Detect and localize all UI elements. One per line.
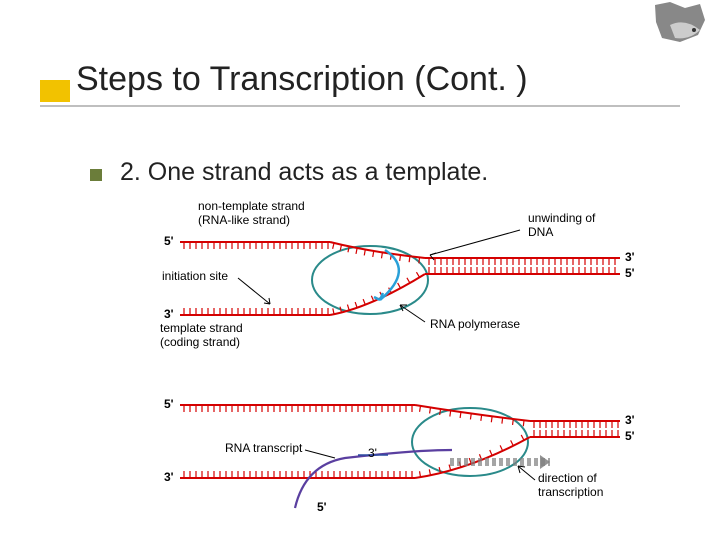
bullet-text: 2. One strand acts as a template. (120, 158, 488, 187)
end-3p-rna: 3' (368, 446, 377, 460)
label-direction: direction of transcription (538, 472, 603, 500)
end-5p-top-right: 5' (625, 266, 635, 280)
end-5p-bot-tl: 5' (164, 397, 174, 411)
end-5p-rna-bottom: 5' (317, 500, 327, 514)
transcription-diagram: non-template strand (RNA-like strand) un… (120, 200, 640, 520)
end-3p-bot-tr: 3' (625, 413, 635, 427)
end-3p-top-right: 3' (625, 250, 635, 264)
slide-title-block: Steps to Transcription (Cont. ) (40, 60, 680, 107)
end-3p-bot-bl: 3' (164, 470, 174, 484)
label-template: template strand (coding strand) (160, 322, 243, 350)
corner-graphic (650, 0, 710, 50)
end-5p-bot-br: 5' (625, 429, 635, 443)
slide-title: Steps to Transcription (Cont. ) (76, 60, 680, 99)
bullet-square-icon (90, 168, 102, 180)
title-accent-bar (40, 80, 70, 102)
label-unwinding: unwinding of DNA (528, 212, 595, 240)
label-polymerase: RNA polymerase (430, 318, 520, 332)
label-initiation: initiation site (162, 270, 228, 284)
label-non-template: non-template strand (RNA-like strand) (198, 200, 305, 228)
end-5p-top-left: 5' (164, 234, 174, 248)
end-3p-top-left: 3' (164, 307, 174, 321)
label-transcript: RNA transcript (225, 442, 302, 456)
title-underline (40, 105, 680, 107)
